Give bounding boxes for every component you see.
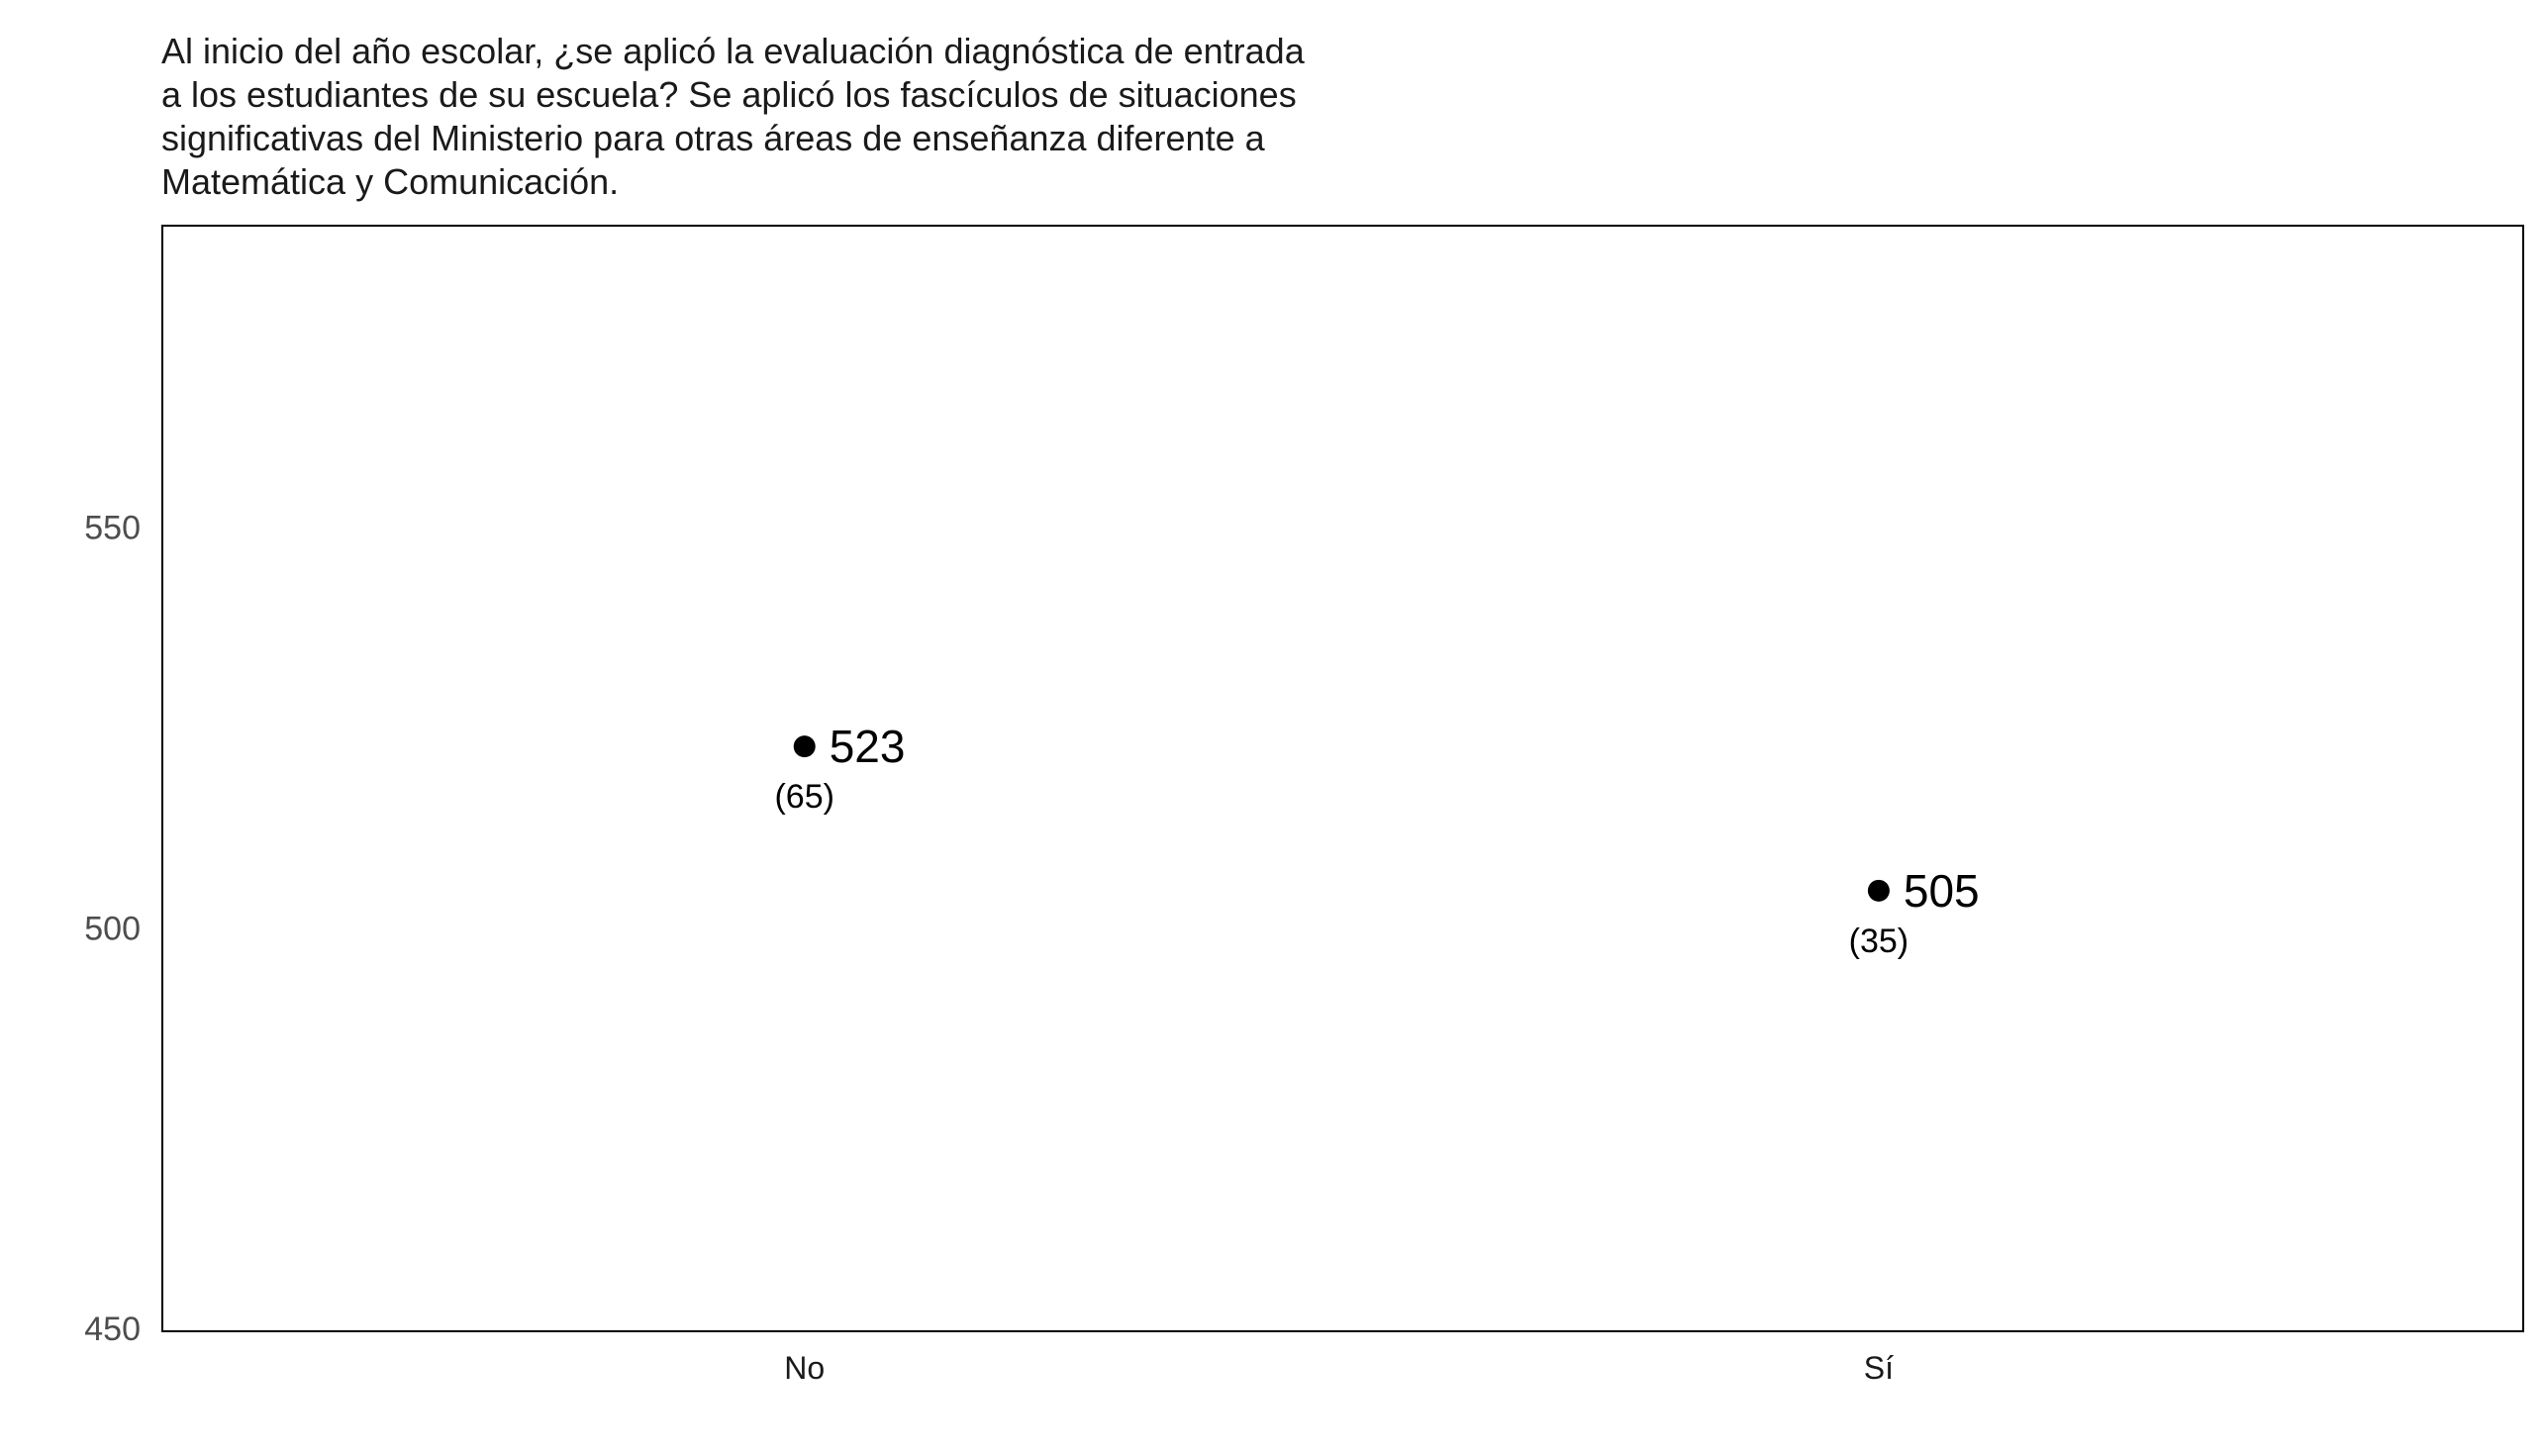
plot-frame <box>161 225 2524 1332</box>
y-axis: 450 500 550 <box>84 510 141 1348</box>
data-point <box>1867 879 1890 902</box>
x-tick-label: No <box>784 1350 825 1386</box>
x-axis: No Sí <box>784 1350 1894 1386</box>
data-value-label: 523 <box>830 721 906 772</box>
y-tick-label: 500 <box>84 910 141 947</box>
y-tick-label: 550 <box>84 510 141 547</box>
data-count-label: (65) <box>774 778 833 816</box>
data-value-label: 505 <box>1904 865 1980 917</box>
data-point <box>793 735 816 758</box>
chart-title: Al inicio del año escolar, ¿se aplicó la… <box>161 31 1305 202</box>
data-points: 523 (65) 505 (35) <box>774 721 1979 960</box>
y-tick-label: 450 <box>84 1310 141 1348</box>
data-count-label: (35) <box>1849 922 1909 960</box>
x-tick-label: Sí <box>1864 1350 1894 1386</box>
